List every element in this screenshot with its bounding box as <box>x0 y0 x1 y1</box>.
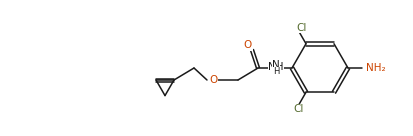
Text: H: H <box>273 67 279 76</box>
Text: Cl: Cl <box>294 104 304 114</box>
Text: Cl: Cl <box>297 23 307 33</box>
Text: NH: NH <box>268 62 284 72</box>
Text: O: O <box>244 40 252 50</box>
Text: O: O <box>209 75 217 85</box>
Text: N: N <box>272 60 280 70</box>
Text: NH₂: NH₂ <box>366 63 386 73</box>
